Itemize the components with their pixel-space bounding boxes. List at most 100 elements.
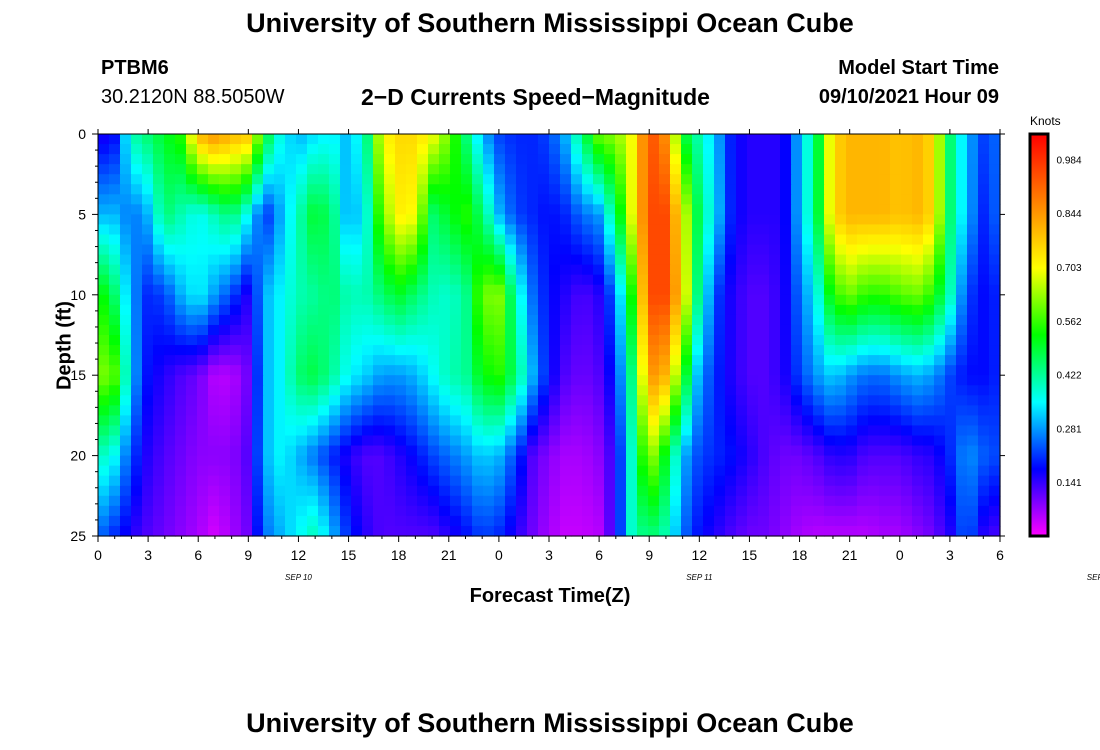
heatmap-cell xyxy=(318,455,330,467)
heatmap-cell xyxy=(98,204,110,215)
heatmap-cell xyxy=(252,144,264,155)
heatmap-cell xyxy=(186,214,198,226)
heatmap-cell xyxy=(483,214,495,226)
heatmap-cell xyxy=(604,485,616,497)
heatmap-cell xyxy=(406,194,418,205)
heatmap-cell xyxy=(417,314,429,326)
heatmap-cell xyxy=(450,415,462,427)
heatmap-cell xyxy=(241,465,253,477)
heatmap-cell xyxy=(307,314,319,326)
heatmap-cell xyxy=(285,264,297,276)
heatmap-cell xyxy=(329,335,341,346)
heatmap-cell xyxy=(417,204,429,215)
heatmap-cell xyxy=(461,515,473,527)
heatmap-cell xyxy=(835,164,847,175)
heatmap-cell xyxy=(516,204,528,215)
heatmap-cell xyxy=(956,234,968,246)
heatmap-cell xyxy=(582,154,594,165)
heatmap-cell xyxy=(604,395,616,406)
heatmap-cell xyxy=(296,435,308,447)
heatmap-cell xyxy=(175,525,187,537)
heatmap-cell xyxy=(582,234,594,246)
heatmap-cell xyxy=(483,375,495,386)
heatmap-cell xyxy=(219,515,231,527)
heatmap-cell xyxy=(362,365,374,376)
heatmap-cell xyxy=(175,224,187,236)
heatmap-cell xyxy=(197,264,209,276)
heatmap-cell xyxy=(593,274,605,286)
heatmap-cell xyxy=(945,274,957,286)
heatmap-cell xyxy=(274,144,286,155)
heatmap-cell xyxy=(868,134,880,145)
heatmap-cell xyxy=(670,525,682,537)
heatmap-cell xyxy=(285,224,297,236)
heatmap-cell xyxy=(923,465,935,477)
heatmap-cell xyxy=(692,264,704,276)
heatmap-cell xyxy=(494,244,506,256)
heatmap-cell xyxy=(901,415,913,427)
heatmap-cell xyxy=(571,324,583,336)
heatmap-cell xyxy=(395,184,407,195)
heatmap-cell xyxy=(978,304,990,316)
heatmap-cell xyxy=(890,194,902,205)
heatmap-cell xyxy=(329,495,341,507)
heatmap-cell xyxy=(736,375,748,386)
heatmap-cell xyxy=(307,184,319,195)
heatmap-cell xyxy=(681,254,693,266)
heatmap-cell xyxy=(648,304,660,316)
heatmap-cell xyxy=(318,465,330,477)
heatmap-cell xyxy=(329,244,341,256)
heatmap-cell xyxy=(186,304,198,316)
heatmap-cell xyxy=(307,335,319,346)
heatmap-cell xyxy=(593,425,605,437)
heatmap-cell xyxy=(131,525,143,537)
heatmap-cell xyxy=(120,375,132,386)
heatmap-cell xyxy=(516,184,528,195)
heatmap-cell xyxy=(912,234,924,246)
heatmap-cell xyxy=(241,164,253,175)
heatmap-cell xyxy=(967,244,979,256)
heatmap-cell xyxy=(428,455,440,467)
heatmap-cell xyxy=(461,204,473,215)
heatmap-cell xyxy=(527,365,539,376)
heatmap-cell xyxy=(373,415,385,427)
heatmap-cell xyxy=(197,254,209,266)
heatmap-cell xyxy=(307,455,319,467)
y-tick-label: 25 xyxy=(70,528,86,544)
heatmap-cell xyxy=(835,445,847,457)
heatmap-cell xyxy=(846,455,858,467)
heatmap-cell xyxy=(604,515,616,527)
heatmap-cell xyxy=(769,164,781,175)
heatmap-cell xyxy=(736,355,748,366)
heatmap-cell xyxy=(945,405,957,416)
heatmap-cell xyxy=(901,314,913,326)
heatmap-cell xyxy=(989,445,1001,457)
heatmap-cell xyxy=(395,385,407,396)
heatmap-cell xyxy=(494,204,506,215)
heatmap-cell xyxy=(747,525,759,537)
heatmap-cell xyxy=(230,234,242,246)
heatmap-cell xyxy=(175,214,187,226)
heatmap-cell xyxy=(901,154,913,165)
heatmap-cell xyxy=(791,184,803,195)
heatmap-cell xyxy=(516,234,528,246)
heatmap-cell xyxy=(780,525,792,537)
heatmap-cell xyxy=(560,435,572,447)
heatmap-cell xyxy=(868,204,880,215)
heatmap-cell xyxy=(395,324,407,336)
heatmap-cell xyxy=(868,244,880,256)
heatmap-cell xyxy=(241,294,253,306)
heatmap-cell xyxy=(538,465,550,477)
heatmap-cell xyxy=(879,485,891,497)
heatmap-cell xyxy=(109,485,121,497)
heatmap-cell xyxy=(978,445,990,457)
heatmap-cell xyxy=(505,425,517,437)
heatmap-cell xyxy=(230,465,242,477)
heatmap-cell xyxy=(307,435,319,447)
heatmap-cell xyxy=(384,455,396,467)
heatmap-cell xyxy=(329,375,341,386)
heatmap-cell xyxy=(318,355,330,366)
heatmap-cell xyxy=(219,294,231,306)
heatmap-cell xyxy=(670,264,682,276)
heatmap-cell xyxy=(824,274,836,286)
